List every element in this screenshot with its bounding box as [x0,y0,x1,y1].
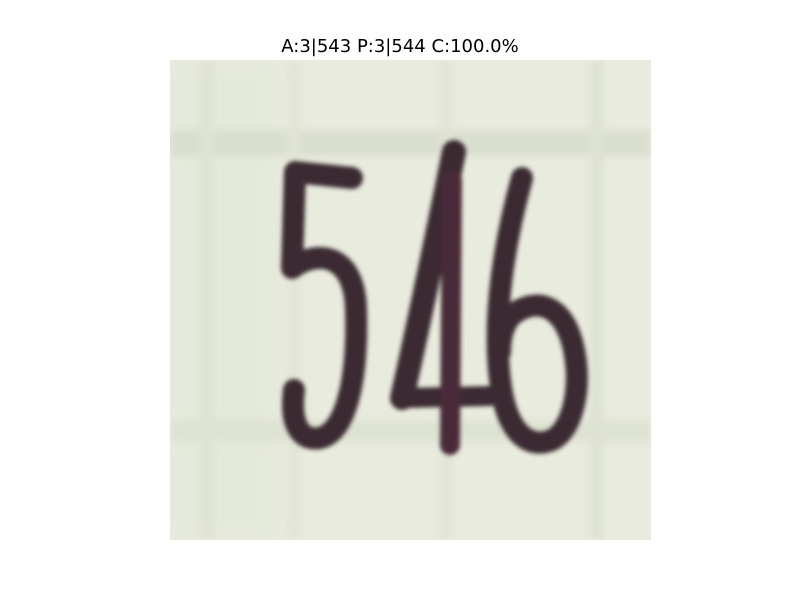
digit-four-vertical [440,170,462,455]
figure-title: A:3|543 P:3|544 C:100.0% [281,36,519,57]
handwritten-digits [281,140,588,455]
digit-image-svg [170,60,651,540]
digit-five-stroke [281,161,368,450]
digit-six-stroke [486,167,588,454]
digit-image [170,60,651,540]
